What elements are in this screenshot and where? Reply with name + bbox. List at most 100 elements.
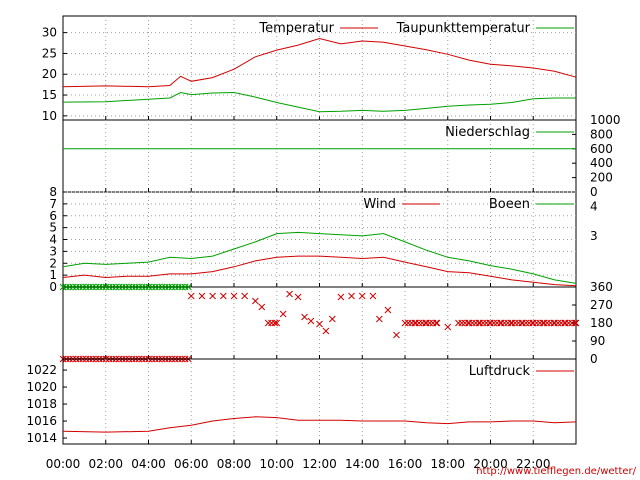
direction-mark [230,292,238,300]
x-tick-label: 06:00 [174,457,209,471]
y-tick-label: 8 [49,185,57,199]
y-tick-label: 7 [49,197,57,211]
y-tick-label: 3 [49,244,57,258]
y-tick-label: 1 [49,268,57,282]
y-tick-label: 360 [590,280,613,294]
direction-mark [497,319,505,327]
direction-mark [358,292,366,300]
y-tick-label: 20 [42,67,57,81]
legend-label: Niederschlag [445,125,530,140]
y-tick-label: 1018 [26,397,57,411]
direction-mark [322,327,330,335]
direction-mark [415,319,423,327]
y-tick-label: 25 [42,46,57,60]
direction-mark [543,319,551,327]
y-tick-label: 15 [42,88,57,102]
y-tick-label: 0 [49,280,57,294]
y-tick-label: 200 [590,171,613,185]
direction-mark [533,319,540,327]
direction-mark [554,319,562,327]
direction-mark [412,319,420,327]
direction-mark [476,319,484,327]
direction-mark [301,313,308,321]
panel-4: 1022 1020 1018 1016 1014 Luftdruck [26,358,577,445]
x-tick-label: 20:00 [473,457,508,471]
x-tick-label: 00:00 [46,457,81,471]
y-tick-label: 1022 [26,363,57,377]
direction-mark [519,319,526,327]
y-tick-label: 0 [590,352,598,366]
direction-mark [565,319,572,327]
x-tick-label: 14:00 [345,457,380,471]
x-tick-label: 04:00 [131,457,166,471]
y-tick-label: 4 [49,233,57,247]
direction-mark [444,323,452,331]
direction-mark [522,319,530,327]
direction-mark [401,319,409,327]
direction-mark [187,292,195,300]
direction-mark [294,293,302,301]
series-line [62,255,577,287]
direction-mark [375,315,383,323]
source-url[interactable]: http://www.tiefflegen.de/wetter/ [476,466,636,477]
direction-mark [369,292,377,300]
panel-3: 360 270 180 90 0 [59,280,613,366]
direction-mark [490,319,498,327]
direction-mark [348,292,355,300]
direction-mark [316,320,323,328]
direction-mark [393,331,400,339]
x-tick-label: 18:00 [430,457,465,471]
legend-label: Luftdruck [469,364,531,379]
x-tick-label: 02:00 [88,457,123,471]
y-tick-label: 270 [590,298,613,312]
direction-mark [501,319,508,327]
y-tick-label: 400 [590,156,613,170]
y-tick-label: 600 [590,142,613,156]
y-tick-label: 6 [49,209,57,223]
y-tick-label: 90 [590,334,605,348]
x-tick-label: 10:00 [259,457,294,471]
series-line [62,37,577,88]
direction-mark [540,319,548,327]
direction-mark [286,290,293,298]
y-tick-label: 30 [42,26,57,40]
direction-mark [271,319,279,327]
direction-mark [508,319,516,327]
direction-mark [384,306,392,314]
y-tick-label: 1016 [26,414,57,428]
series-line [62,416,577,433]
direction-mark [268,319,275,327]
x-tick-label: 08:00 [217,457,252,471]
y-tick-label: 5 [49,221,57,235]
direction-mark [432,319,440,327]
direction-mark [209,292,216,300]
x-axis-time-labels: 00:00 02:00 04:00 06:00 08:00 10:00 12:00 14:00… [46,457,551,471]
x-tick-label: 12:00 [302,457,337,471]
direction-mark [426,319,434,327]
direction-mark [252,297,259,305]
direction-mark [465,319,473,327]
y-tick-label: 1020 [26,380,57,394]
direction-mark [433,319,441,327]
direction-mark [458,319,466,327]
x-tick-label: 22:00 [516,457,551,471]
direction-mark [404,319,412,327]
direction-mark [571,319,579,327]
y-tick-label: 10 [42,109,57,123]
direction-mark [219,292,227,300]
panel-0: 30 25 20 15 10 Temperatur Taupunkttemperatur [42,15,577,123]
direction-mark [551,319,558,327]
y-tick-label: 1014 [26,431,57,445]
legend-label: Taupunkttemperatur [396,21,531,36]
direction-mark [423,319,430,327]
series-line [62,91,576,113]
direction-mark [455,319,462,327]
direction-mark [185,283,192,291]
direction-mark [241,292,249,300]
right-tick-label: 3 [590,229,598,243]
direction-mark [198,292,206,300]
